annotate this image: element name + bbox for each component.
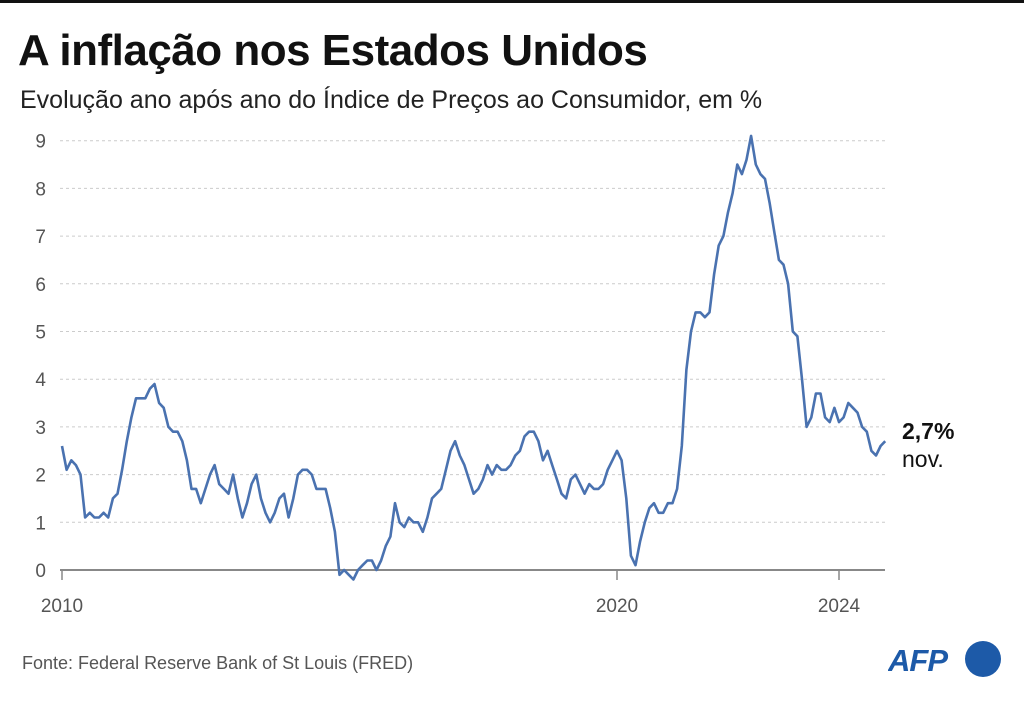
y-tick-label: 8 bbox=[35, 179, 46, 200]
chart-subtitle: Evolução ano após ano do Índice de Preço… bbox=[20, 86, 763, 114]
chart-title: A inflação nos Estados Unidos bbox=[18, 26, 648, 75]
y-tick-label: 7 bbox=[35, 227, 46, 248]
y-tick-label: 9 bbox=[35, 132, 46, 153]
series-line-cpi bbox=[60, 134, 887, 581]
svg-text:AFP: AFP bbox=[888, 643, 948, 678]
y-tick-label: 6 bbox=[35, 275, 46, 296]
x-tick-label: 2024 bbox=[818, 596, 861, 617]
y-tick-label: 1 bbox=[35, 513, 46, 534]
y-tick-label: 5 bbox=[35, 323, 46, 344]
y-tick-label: 2 bbox=[35, 466, 46, 487]
x-tick-label: 2010 bbox=[41, 596, 83, 617]
y-tick-label: 4 bbox=[35, 370, 46, 391]
x-tick-label: 2020 bbox=[596, 596, 638, 617]
y-tick-label: 0 bbox=[35, 561, 46, 582]
y-tick-label: 3 bbox=[35, 418, 46, 439]
end-month-label: nov. bbox=[902, 446, 944, 472]
end-value-label: 2,7% bbox=[902, 418, 955, 444]
afp-logo: AFP bbox=[887, 640, 1008, 685]
source-note: Fonte: Federal Reserve Bank of St Louis … bbox=[22, 653, 414, 673]
top-rule bbox=[0, 0, 1024, 3]
